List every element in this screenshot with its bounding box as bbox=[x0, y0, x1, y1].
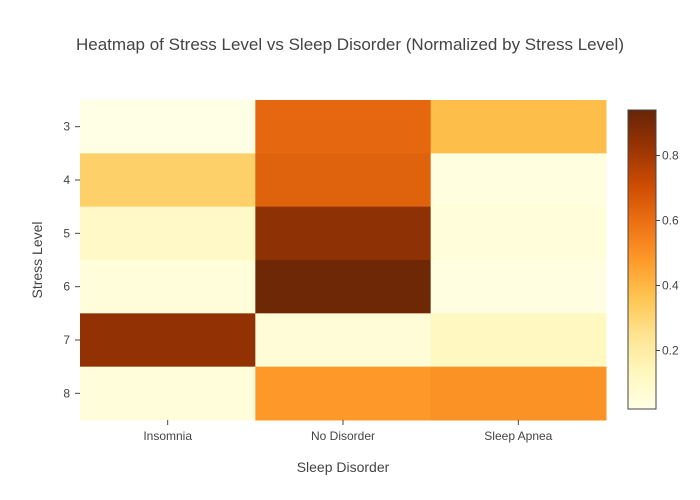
colorbar: 0.2 0.4 0.6 0.8 bbox=[627, 109, 679, 410]
x-tick-label: Insomnia bbox=[143, 429, 192, 443]
y-tick-label: 6 bbox=[63, 280, 70, 294]
y-tick-label: 3 bbox=[63, 120, 70, 134]
heatmap-cells bbox=[80, 100, 607, 421]
heatmap-cell bbox=[255, 366, 432, 421]
heatmap-cell bbox=[80, 366, 256, 421]
heatmap-cell bbox=[430, 100, 607, 154]
colorbar-tick-label: 0.6 bbox=[662, 214, 679, 228]
heatmap-cell bbox=[255, 206, 432, 261]
x-axis-label: Sleep Disorder bbox=[297, 459, 390, 475]
y-tick-label: 7 bbox=[63, 333, 70, 347]
heatmap-cell bbox=[255, 313, 432, 368]
x-axis-ticks: Insomnia No Disorder Sleep Apnea bbox=[143, 420, 553, 443]
heatmap-cell bbox=[80, 260, 256, 314]
colorbar-tick-label: 0.4 bbox=[662, 279, 679, 293]
colorbar-tick-label: 0.8 bbox=[662, 149, 679, 163]
colorbar-tick-label: 0.2 bbox=[662, 344, 679, 358]
x-tick-label: Sleep Apnea bbox=[484, 429, 552, 443]
heatmap-cell bbox=[80, 100, 256, 154]
x-tick-label: No Disorder bbox=[311, 429, 375, 443]
heatmap-cell bbox=[430, 366, 607, 421]
chart-title: Heatmap of Stress Level vs Sleep Disorde… bbox=[76, 35, 624, 54]
heatmap-cell bbox=[430, 260, 607, 314]
heatmap-cell bbox=[255, 100, 432, 154]
y-tick-label: 4 bbox=[63, 173, 70, 187]
y-tick-label: 5 bbox=[63, 226, 70, 240]
y-tick-label: 8 bbox=[63, 386, 70, 400]
heatmap-cell bbox=[255, 153, 432, 208]
heatmap-cell bbox=[80, 313, 256, 368]
colorbar-gradient bbox=[627, 109, 657, 410]
heatmap-cell bbox=[430, 313, 607, 368]
heatmap-cell bbox=[255, 260, 432, 314]
heatmap-cell bbox=[430, 206, 607, 261]
heatmap-cell bbox=[80, 153, 256, 208]
heatmap-cell bbox=[430, 153, 607, 208]
heatmap-cell bbox=[80, 206, 256, 261]
y-axis-label: Stress Level bbox=[29, 221, 45, 298]
y-axis-ticks: 3 4 5 6 7 8 bbox=[63, 120, 80, 400]
